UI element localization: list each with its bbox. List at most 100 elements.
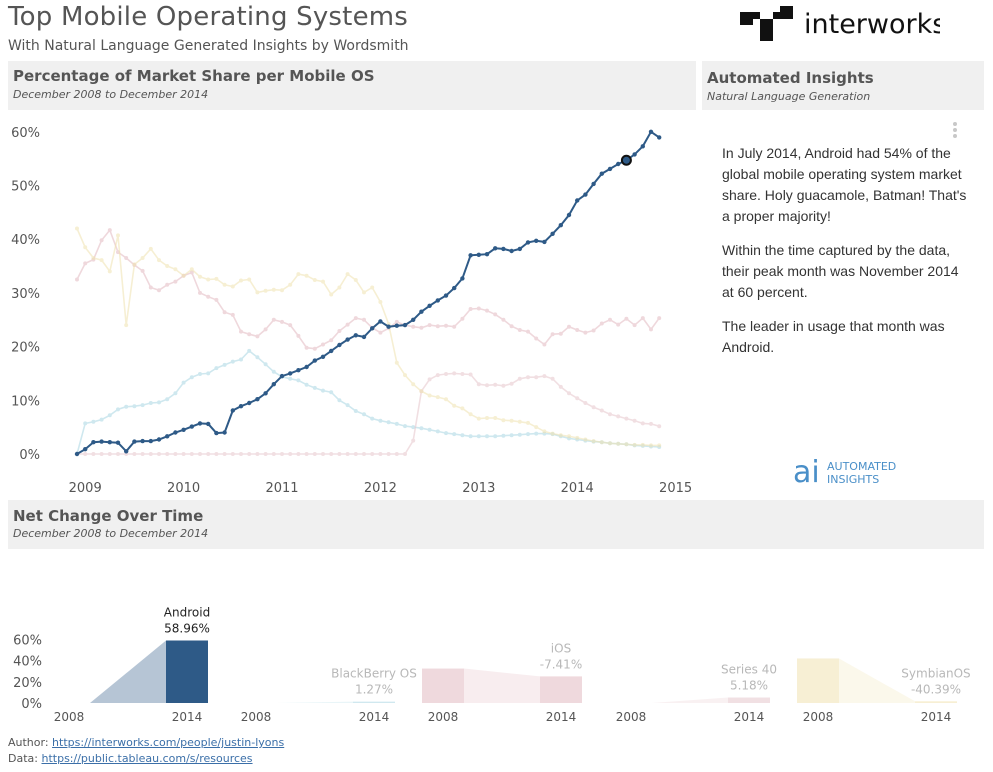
data-point <box>83 452 88 456</box>
data-point <box>468 434 473 439</box>
bar-2008 <box>422 668 464 703</box>
data-point <box>255 290 260 295</box>
x-tick-label: 2014 <box>359 710 390 724</box>
data-point <box>116 233 120 238</box>
data-point <box>501 246 506 252</box>
more-options-icon[interactable] <box>953 122 959 142</box>
data-point <box>632 323 637 328</box>
data-point <box>411 382 416 387</box>
data-point <box>304 273 309 278</box>
data-point <box>427 377 432 382</box>
data-point <box>534 375 539 380</box>
data-point <box>567 391 571 396</box>
data-point <box>255 355 260 360</box>
data-point <box>411 438 416 443</box>
data-point <box>616 322 621 327</box>
data-point <box>345 272 350 277</box>
data-point <box>107 413 112 418</box>
data-point <box>468 412 473 417</box>
data-point <box>362 412 366 417</box>
data-point <box>280 319 284 324</box>
data-point <box>198 290 202 295</box>
data-point <box>558 331 563 336</box>
y-tick-label: 0% <box>19 448 40 463</box>
data-point <box>558 384 563 389</box>
data-point <box>271 317 276 322</box>
data-point <box>452 403 457 408</box>
data-point <box>509 433 514 438</box>
data-point <box>394 452 399 456</box>
bar-2014 <box>728 697 770 703</box>
data-point <box>353 409 358 413</box>
change-area <box>839 658 915 703</box>
series-blackberry-os <box>75 228 662 351</box>
data-point <box>362 452 366 456</box>
data-point <box>657 135 662 140</box>
data-point <box>140 403 145 408</box>
data-point <box>148 401 153 405</box>
data-point <box>321 452 325 456</box>
data-point <box>649 327 653 332</box>
data-point <box>206 371 211 376</box>
data-point <box>337 329 342 333</box>
data-label: Data: <box>8 752 38 765</box>
data-point <box>419 325 424 330</box>
data-point <box>648 129 654 134</box>
author-link[interactable]: https://interworks.com/people/justin-lyo… <box>52 736 285 749</box>
data-point <box>509 248 514 254</box>
x-tick-label: 2011 <box>265 481 298 496</box>
footer-data: Data: https://public.tableau.com/s/resou… <box>8 752 253 765</box>
data-point <box>444 431 448 436</box>
data-point <box>148 285 153 290</box>
data-point <box>345 452 350 456</box>
insights-text: In July 2014, Android had 54% of the glo… <box>722 143 974 371</box>
data-point <box>329 292 334 297</box>
data-point <box>501 433 506 438</box>
data-point <box>378 300 383 304</box>
data-point <box>263 391 268 396</box>
data-point <box>214 452 219 456</box>
change-value-label: 5.18% <box>730 679 768 693</box>
data-point <box>394 421 399 426</box>
data-point <box>435 429 440 434</box>
data-point <box>263 362 268 367</box>
data-link[interactable]: https://public.tableau.com/s/resources <box>41 752 253 765</box>
data-point <box>271 287 276 292</box>
net-change-bar-chart[interactable]: 60% 40% 20% 0% 2008 2014 Android 58.96% 2008 2014… <box>0 550 993 730</box>
data-point <box>435 298 440 303</box>
data-point <box>345 403 350 408</box>
data-point <box>558 223 563 228</box>
data-point <box>304 452 309 456</box>
data-point <box>304 345 309 350</box>
series-line-series-40 <box>77 372 660 455</box>
data-point <box>124 323 129 328</box>
x-tick-label: 2008 <box>428 710 459 724</box>
bar-panel-subtitle: December 2008 to December 2014 <box>13 527 209 540</box>
bar-panel-header: Net Change Over Time December 2008 to De… <box>8 500 984 549</box>
data-point <box>165 452 170 456</box>
data-point <box>632 442 637 447</box>
data-point <box>361 334 367 340</box>
data-point <box>345 337 350 342</box>
data-point <box>280 452 284 456</box>
data-point <box>517 419 522 424</box>
data-point <box>525 240 531 245</box>
author-label: Author: <box>8 736 49 749</box>
x-tick-label: 2014 <box>561 481 594 496</box>
data-point <box>493 434 498 439</box>
data-point <box>288 323 293 328</box>
data-point <box>468 253 473 258</box>
data-point <box>140 256 145 260</box>
data-point <box>263 452 268 456</box>
data-point <box>485 383 489 388</box>
data-point <box>608 412 612 417</box>
data-point <box>542 429 547 434</box>
data-point <box>402 322 408 328</box>
dashboard-title: Top Mobile Operating Systems <box>8 2 409 32</box>
data-point <box>91 419 96 424</box>
market-share-line-chart[interactable]: 0% 10% 20% 30% 40% 50% 60% 2009 2010 2011 2012 2013… <box>0 112 700 498</box>
data-point <box>419 309 424 314</box>
data-point <box>607 166 613 172</box>
insight-paragraph: The leader in usage that month was Andro… <box>722 318 945 355</box>
data-point <box>337 452 342 456</box>
